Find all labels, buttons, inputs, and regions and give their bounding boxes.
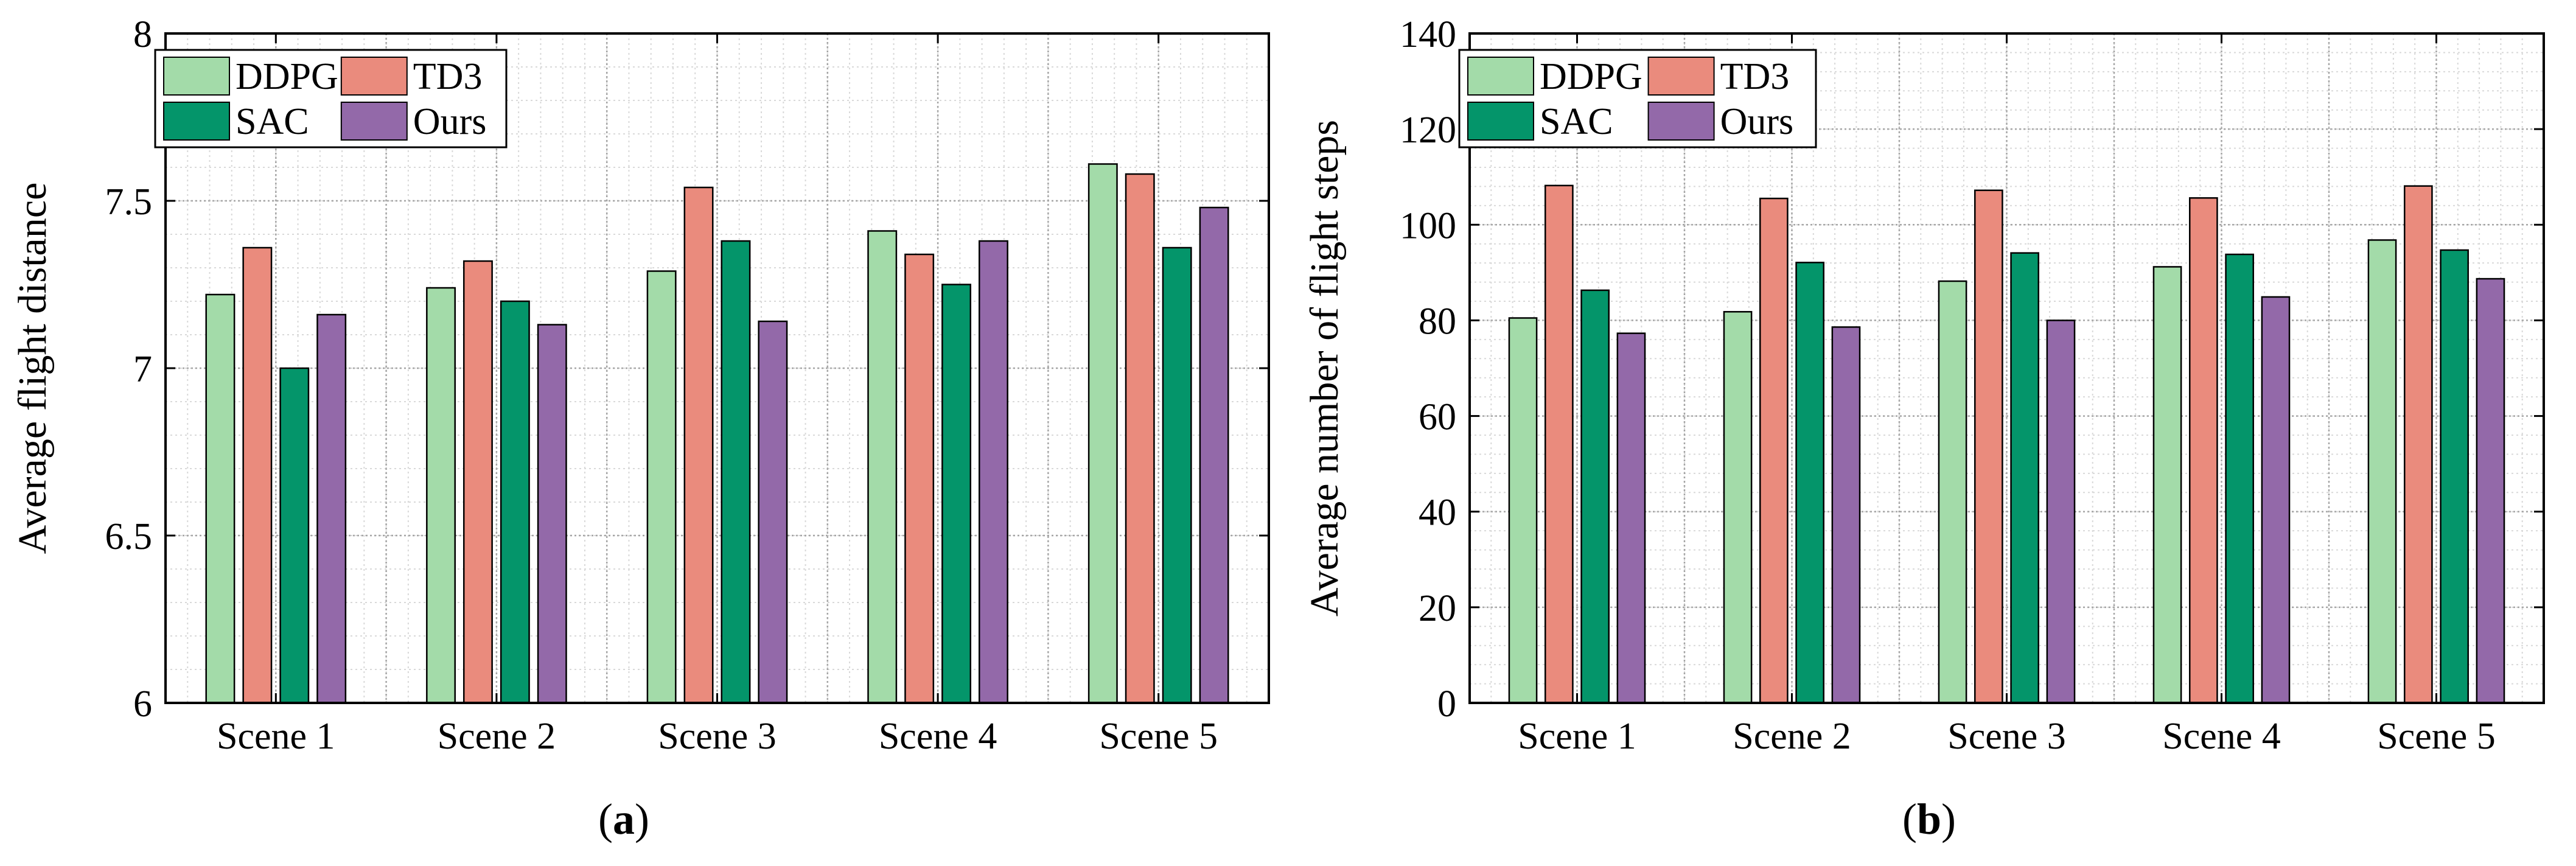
chart-a-bar-sac-scene-1 bbox=[279, 367, 310, 704]
chart-a-legend-label-ddpg: DDPG bbox=[236, 56, 338, 97]
chart-b-legend-swatch-sac bbox=[1467, 102, 1534, 141]
chart-a-ylabel: Average flight distance bbox=[10, 183, 55, 554]
chart-a-ytick-label: 6 bbox=[133, 683, 152, 725]
chart-a-bar-ddpg-scene-2 bbox=[426, 287, 456, 704]
chart-b-bar-ours-scene-1 bbox=[1616, 332, 1646, 704]
chart-b-ylabel: Average number of flight steps bbox=[1302, 120, 1347, 616]
chart-b-bar-td3-scene-4 bbox=[2189, 197, 2218, 704]
chart-b-grid bbox=[1470, 33, 2544, 703]
chart-b-bar-ours-scene-3 bbox=[2046, 320, 2076, 704]
chart-b-bar-ddpg-scene-1 bbox=[1508, 317, 1538, 704]
chart-b-ytick-label: 0 bbox=[1437, 683, 1456, 725]
chart-a-bar-td3-scene-2 bbox=[462, 260, 493, 704]
chart-b-xtick-label: Scene 3 bbox=[1947, 716, 2066, 757]
chart-a-bar-sac-scene-2 bbox=[500, 300, 530, 704]
chart-a-bar-td3-scene-1 bbox=[242, 246, 273, 704]
chart-b-legend-label-td3: TD3 bbox=[1720, 56, 1790, 97]
chart-b-bar-ddpg-scene-3 bbox=[1938, 280, 1967, 704]
chart-b-xtick-label: Scene 2 bbox=[1733, 716, 1851, 757]
chart-b-legend-label-ddpg: DDPG bbox=[1540, 56, 1642, 97]
chart-a-ytick-label: 7 bbox=[133, 349, 152, 390]
chart-b-bar-ours-scene-4 bbox=[2261, 296, 2291, 704]
chart-a-bar-ours-scene-5 bbox=[1199, 206, 1229, 704]
chart-a-bar-sac-scene-5 bbox=[1162, 246, 1192, 704]
chart-b-bar-sac-scene-4 bbox=[2225, 253, 2254, 704]
chart-b-bar-ddpg-scene-5 bbox=[2367, 239, 2397, 704]
chart-b-bar-sac-scene-5 bbox=[2440, 249, 2469, 704]
chart-a-xtick-label: Scene 4 bbox=[879, 716, 997, 757]
chart-b-legend-swatch-ddpg bbox=[1467, 57, 1534, 96]
chart-a-ytick-label: 8 bbox=[133, 14, 152, 55]
chart-a-bar-td3-scene-5 bbox=[1125, 173, 1155, 704]
chart-a-legend-label-ours: Ours bbox=[413, 101, 487, 142]
chart-b-legend-swatch-ours bbox=[1647, 102, 1715, 141]
chart-a-legend-label-td3: TD3 bbox=[413, 56, 483, 97]
chart-b-bar-sac-scene-1 bbox=[1580, 289, 1610, 704]
chart-a-legend-label-sac: SAC bbox=[236, 101, 309, 142]
chart-b-bar-sac-scene-3 bbox=[2010, 252, 2039, 704]
chart-b-legend-swatch-td3 bbox=[1647, 57, 1715, 96]
chart-b-xtick-label: Scene 1 bbox=[1518, 716, 1636, 757]
chart-b-bar-ours-scene-5 bbox=[2476, 278, 2505, 704]
chart-b-ytick-label: 40 bbox=[1419, 492, 1456, 534]
caption-b: (b) bbox=[1902, 795, 1956, 843]
chart-a-legend-swatch-ddpg bbox=[163, 57, 230, 96]
chart-b-legend-label-ours: Ours bbox=[1720, 101, 1794, 142]
chart-a-legend-swatch-ours bbox=[340, 102, 408, 141]
chart-a-bar-ours-scene-1 bbox=[316, 313, 347, 704]
chart-a-bar-td3-scene-3 bbox=[683, 186, 714, 704]
chart-b-ytick-label: 100 bbox=[1400, 205, 1456, 246]
chart-b-ytick-label: 140 bbox=[1400, 14, 1456, 55]
chart-a-bar-sac-scene-4 bbox=[941, 284, 972, 704]
chart-b-ytick-label: 60 bbox=[1419, 397, 1456, 438]
chart-a-bar-td3-scene-4 bbox=[904, 253, 935, 704]
caption-a: (a) bbox=[598, 795, 649, 843]
chart-a-bar-ddpg-scene-1 bbox=[205, 293, 236, 704]
chart-a-bar-ours-scene-2 bbox=[537, 324, 567, 704]
chart-a: 6 6.5 7 7.5 8 Scene 1 Scene 2 Scene 3 Scene 4 Sce… bbox=[10, 14, 1270, 757]
chart-a-bar-ours-scene-3 bbox=[758, 320, 788, 704]
chart-b-legend-label-sac: SAC bbox=[1540, 101, 1613, 142]
chart-b-bar-sac-scene-2 bbox=[1795, 262, 1824, 704]
chart-b-xtick-label: Scene 4 bbox=[2162, 716, 2281, 757]
chart-b-bar-td3-scene-5 bbox=[2404, 185, 2433, 704]
chart-b: 0 20 40 60 80 100 120 140 Scene 1 Scene 2 Scene 3 S… bbox=[1302, 14, 2545, 757]
chart-a-bar-sac-scene-3 bbox=[721, 240, 751, 704]
chart-a-bar-ours-scene-4 bbox=[979, 240, 1008, 704]
chart-a-bar-ddpg-scene-3 bbox=[646, 270, 677, 704]
chart-b-bar-ours-scene-2 bbox=[1831, 326, 1861, 704]
chart-a-xtick-label: Scene 1 bbox=[217, 716, 335, 757]
chart-b-bar-td3-scene-3 bbox=[1974, 189, 2003, 704]
chart-a-ytick-label: 6.5 bbox=[105, 516, 153, 557]
chart-b-bar-td3-scene-1 bbox=[1545, 184, 1574, 704]
chart-a-legend-swatch-td3 bbox=[340, 57, 408, 96]
chart-a-legend-swatch-sac bbox=[163, 102, 230, 141]
chart-a-ytick-label: 7.5 bbox=[105, 181, 153, 223]
chart-a-xtick-label: Scene 2 bbox=[438, 716, 556, 757]
chart-b-ytick-label: 20 bbox=[1419, 588, 1456, 629]
chart-b-xtick-label: Scene 5 bbox=[2377, 716, 2496, 757]
chart-b-ytick-label: 120 bbox=[1400, 110, 1456, 151]
chart-b-bar-ddpg-scene-2 bbox=[1723, 311, 1753, 704]
chart-a-bar-ddpg-scene-5 bbox=[1087, 163, 1118, 704]
chart-a-xtick-label: Scene 3 bbox=[658, 716, 777, 757]
chart-b-ytick-label: 80 bbox=[1419, 301, 1456, 342]
chart-a-bar-ddpg-scene-4 bbox=[867, 230, 898, 704]
chart-b-bar-td3-scene-2 bbox=[1759, 197, 1789, 704]
chart-b-bar-ddpg-scene-4 bbox=[2152, 266, 2182, 704]
chart-a-xtick-label: Scene 5 bbox=[1099, 716, 1218, 757]
